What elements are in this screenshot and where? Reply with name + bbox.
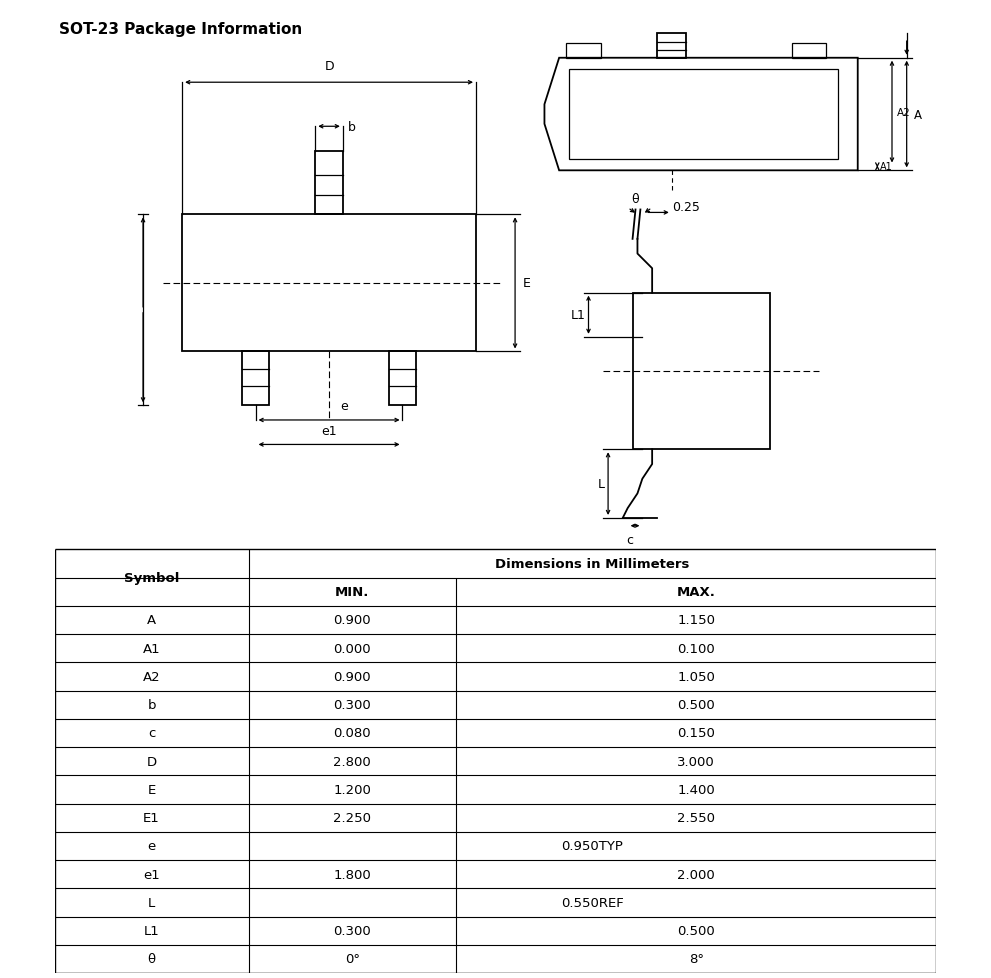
Text: A1: A1 — [880, 162, 893, 172]
Bar — [242, 352, 270, 406]
Text: e: e — [340, 400, 348, 413]
Text: A2: A2 — [897, 108, 911, 117]
Text: 0.300: 0.300 — [333, 698, 371, 712]
Text: c: c — [626, 533, 633, 546]
Text: 1.150: 1.150 — [677, 614, 716, 627]
Text: L: L — [148, 896, 156, 910]
Text: A2: A2 — [143, 670, 161, 684]
Text: Dimensions in Millimeters: Dimensions in Millimeters — [496, 557, 690, 570]
Text: 1.400: 1.400 — [677, 783, 716, 796]
Text: 2.550: 2.550 — [677, 812, 716, 824]
Text: E: E — [523, 277, 531, 290]
Text: 2.800: 2.800 — [333, 755, 371, 768]
Text: 0.900: 0.900 — [333, 614, 371, 627]
Text: e1: e1 — [321, 424, 337, 437]
Text: L1: L1 — [571, 309, 586, 322]
Text: 8°: 8° — [689, 953, 704, 965]
Text: 2.250: 2.250 — [333, 812, 372, 824]
Text: 0.100: 0.100 — [677, 643, 716, 655]
Text: 1.050: 1.050 — [677, 670, 716, 684]
Text: A1: A1 — [143, 643, 161, 655]
Text: SOT-23 Package Information: SOT-23 Package Information — [59, 22, 302, 36]
Text: 0.080: 0.080 — [333, 727, 371, 739]
Text: MAX.: MAX. — [677, 586, 716, 599]
Text: E1: E1 — [143, 812, 160, 824]
Text: A: A — [914, 109, 922, 121]
Text: 0.150: 0.150 — [677, 727, 716, 739]
Text: c: c — [148, 727, 156, 739]
Text: D: D — [324, 61, 334, 73]
Bar — [792, 44, 826, 59]
Text: e: e — [148, 840, 156, 853]
Bar — [388, 352, 416, 406]
Text: 2.000: 2.000 — [677, 867, 716, 881]
Text: 1.200: 1.200 — [333, 783, 371, 796]
Bar — [567, 44, 601, 59]
Text: 0.550REF: 0.550REF — [561, 896, 624, 910]
Text: 1.800: 1.800 — [333, 867, 371, 881]
Text: MIN.: MIN. — [335, 586, 370, 599]
Text: θ: θ — [631, 193, 639, 205]
Bar — [182, 215, 476, 352]
Text: Symbol: Symbol — [124, 571, 179, 585]
Text: 3.000: 3.000 — [677, 755, 716, 768]
Text: 0.500: 0.500 — [677, 924, 716, 937]
Bar — [569, 70, 838, 159]
Text: b: b — [148, 698, 156, 712]
Bar — [632, 293, 770, 450]
Text: 0°: 0° — [345, 953, 360, 965]
Bar — [315, 152, 343, 215]
Text: 0.900: 0.900 — [333, 670, 371, 684]
Text: D: D — [147, 755, 157, 768]
Text: e1: e1 — [143, 867, 160, 881]
Text: L1: L1 — [144, 924, 160, 937]
Text: 0.950TYP: 0.950TYP — [562, 840, 623, 853]
Text: b: b — [348, 120, 356, 134]
Text: θ: θ — [148, 953, 156, 965]
Text: 0.25: 0.25 — [672, 200, 700, 214]
Text: A: A — [147, 614, 157, 627]
Text: 0.300: 0.300 — [333, 924, 371, 937]
Text: E: E — [148, 783, 156, 796]
Text: 0.000: 0.000 — [333, 643, 371, 655]
Text: L: L — [599, 477, 606, 491]
Text: 0.500: 0.500 — [677, 698, 716, 712]
Bar — [657, 34, 687, 59]
